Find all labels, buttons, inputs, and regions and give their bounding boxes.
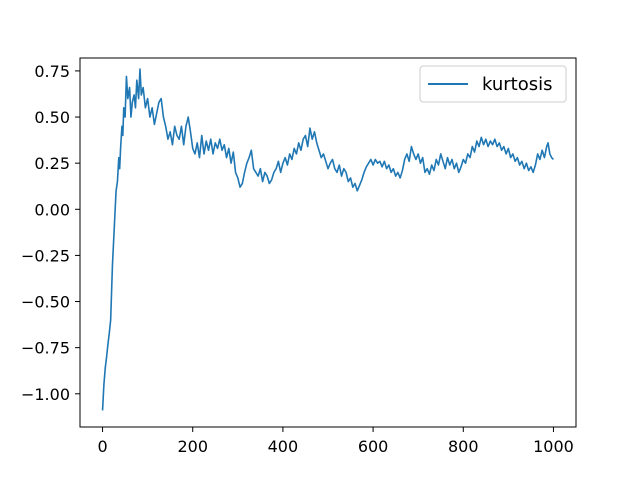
y-axis-ticks: 0.75 0.50 0.25 0.00 −0.25 −0.50 −0.75 −1.00 (21, 62, 80, 404)
y-tick-label: −1.00 (21, 385, 70, 404)
x-tick-label: 800 (448, 437, 479, 456)
y-tick-label: 0.75 (34, 62, 70, 81)
x-tick-label: 0 (97, 437, 107, 456)
x-tick-label: 1000 (533, 437, 574, 456)
legend: kurtosis (419, 65, 567, 103)
y-tick-label: −0.25 (21, 246, 70, 265)
x-tick-label: 400 (268, 437, 299, 456)
y-tick-label: 0.25 (34, 154, 70, 173)
x-tick-label: 200 (177, 437, 208, 456)
y-tick-label: −0.75 (21, 339, 70, 358)
x-tick-label: 600 (358, 437, 389, 456)
series-layer (101, 68, 555, 411)
y-tick-label: −0.50 (21, 293, 70, 312)
y-tick-label: 0.50 (34, 108, 70, 127)
plot-area-frame (79, 57, 577, 428)
x-axis-ticks: 0 200 400 600 800 1000 (97, 427, 574, 456)
y-tick-label: 0.00 (34, 200, 70, 219)
legend-box (419, 65, 567, 103)
legend-label-kurtosis: kurtosis (482, 74, 553, 95)
series-line-kurtosis (101, 68, 555, 411)
